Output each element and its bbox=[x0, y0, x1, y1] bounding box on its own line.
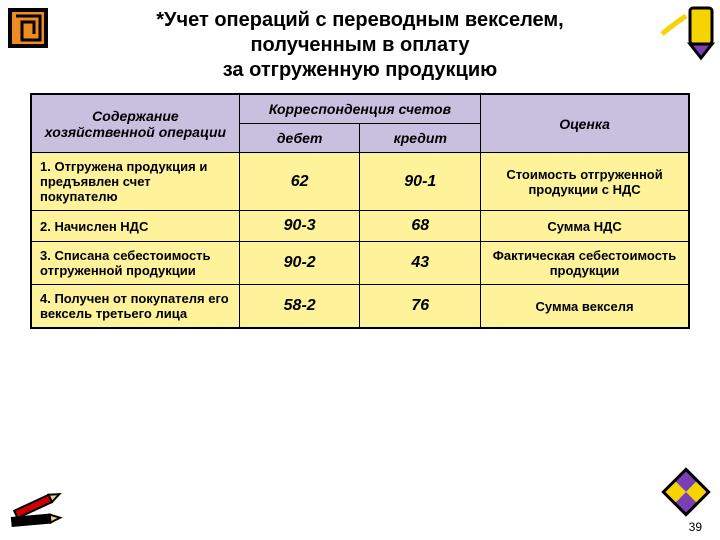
cell-credit: 90-1 bbox=[360, 153, 481, 211]
cell-operation: 4. Получен от покупателя его вексель тре… bbox=[31, 285, 239, 329]
title-line: *Учет операций с переводным векселем, bbox=[80, 8, 640, 33]
table-row: 4. Получен от покупателя его вексель тре… bbox=[31, 285, 689, 329]
cell-debit: 62 bbox=[239, 153, 360, 211]
cell-valuation: Стоимость отгруженной продукции с НДС bbox=[481, 153, 689, 211]
col-debit: дебет bbox=[239, 124, 360, 153]
cell-credit: 76 bbox=[360, 285, 481, 329]
page-number: 39 bbox=[689, 520, 702, 534]
slide-title: *Учет операций с переводным векселем, по… bbox=[0, 0, 720, 93]
cell-debit: 90-3 bbox=[239, 211, 360, 242]
col-operation: Содержание хозяйственной операции bbox=[31, 94, 239, 153]
crayon-icon bbox=[656, 4, 716, 64]
col-credit: кредит bbox=[360, 124, 481, 153]
accounting-table: Содержание хозяйственной операции Коррес… bbox=[30, 93, 690, 329]
col-correspondence: Корреспонденция счетов bbox=[239, 94, 480, 124]
cell-valuation: Фактическая себестоимость продукции bbox=[481, 242, 689, 285]
cell-credit: 68 bbox=[360, 211, 481, 242]
cell-operation: 2. Начислен НДС bbox=[31, 211, 239, 242]
pencils-icon bbox=[4, 476, 64, 536]
cell-operation: 3. Списана себестоимость отгруженной про… bbox=[31, 242, 239, 285]
cell-credit: 43 bbox=[360, 242, 481, 285]
col-valuation: Оценка bbox=[481, 94, 689, 153]
cell-operation: 1. Отгружена продукция и предъявлен счет… bbox=[31, 153, 239, 211]
table-row: 3. Списана себестоимость отгруженной про… bbox=[31, 242, 689, 285]
cell-valuation: Сумма НДС bbox=[481, 211, 689, 242]
table-row: 2. Начислен НДС90-368Сумма НДС bbox=[31, 211, 689, 242]
cell-valuation: Сумма векселя bbox=[481, 285, 689, 329]
cell-debit: 58-2 bbox=[239, 285, 360, 329]
spiral-icon bbox=[4, 4, 64, 64]
title-line: за отгруженную продукцию bbox=[80, 58, 640, 83]
title-line: полученным в оплату bbox=[80, 33, 640, 58]
cell-debit: 90-2 bbox=[239, 242, 360, 285]
table-row: 1. Отгружена продукция и предъявлен счет… bbox=[31, 153, 689, 211]
checker-icon bbox=[656, 462, 716, 522]
